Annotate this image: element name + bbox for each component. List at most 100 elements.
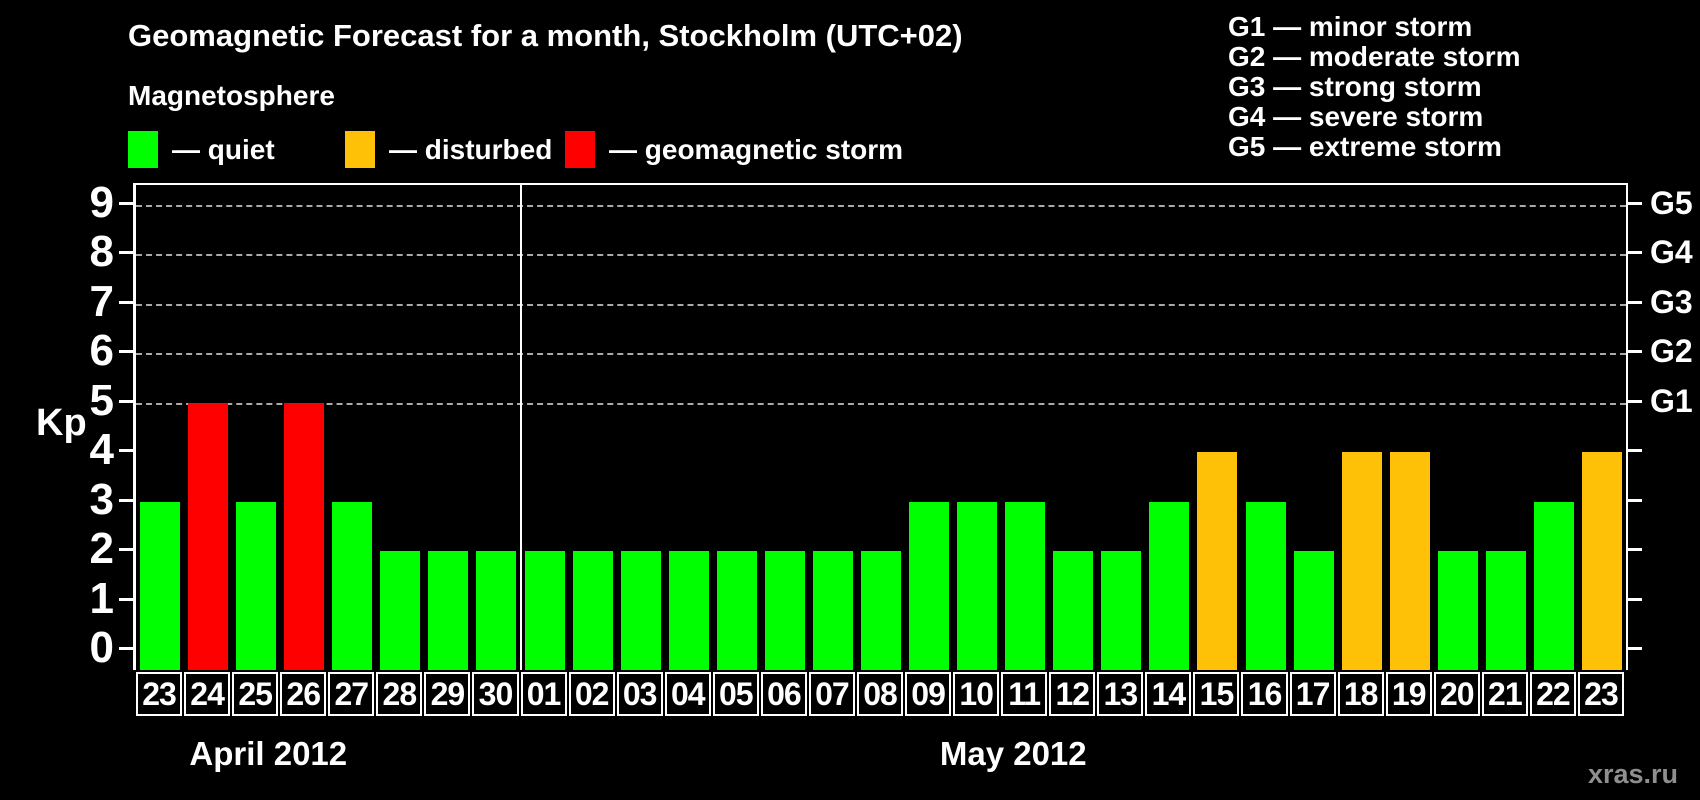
bar-may-08 (861, 551, 901, 670)
x-label-may-06: 06 (760, 672, 807, 716)
legend-item-disturbed: — disturbed (345, 131, 552, 168)
x-label-may-14: 14 (1145, 672, 1192, 716)
x-label-april-29: 29 (424, 672, 471, 716)
bar-may-09 (909, 501, 950, 670)
bar-april-24 (188, 402, 229, 670)
right-tick-kp3 (1628, 498, 1642, 502)
bar-april-29 (428, 551, 469, 670)
x-label-april-28: 28 (376, 672, 423, 716)
x-label-may-13: 13 (1097, 672, 1144, 716)
right-tick-kp6 (1628, 350, 1642, 353)
right-tick-kp4 (1628, 449, 1642, 452)
g-legend-line-4: G4 — severe storm (1228, 101, 1484, 132)
gridline-kp9 (136, 204, 1626, 207)
x-label-may-20: 20 (1433, 672, 1480, 716)
bar-may-16 (1245, 501, 1286, 670)
y-axis-label-5: 5 (89, 375, 114, 425)
x-label-april-23: 23 (136, 672, 183, 716)
bar-april-23 (140, 501, 181, 670)
x-label-april-25: 25 (232, 672, 279, 716)
bar-april-26 (284, 402, 325, 670)
x-label-may-07: 07 (808, 672, 855, 716)
right-tick-kp8 (1628, 251, 1642, 254)
g-scale-label-g2: G2 (1650, 333, 1693, 369)
y-axis-label-8: 8 (89, 227, 114, 276)
magnetosphere-label: Magnetosphere (128, 80, 335, 111)
x-label-may-22: 22 (1529, 672, 1576, 716)
legend-label-storm: — geomagnetic storm (609, 133, 904, 165)
bar-may-12 (1053, 551, 1094, 670)
x-label-may-11: 11 (1001, 672, 1048, 716)
y-axis-label-0: 0 (89, 623, 114, 672)
x-label-may-08: 08 (856, 672, 904, 716)
legend-label-quiet: — quiet (172, 133, 275, 165)
x-label-may-03: 03 (616, 672, 663, 716)
left-tick-kp0 (119, 647, 133, 650)
bar-may-01 (524, 551, 565, 670)
gridline-kp8 (136, 254, 1626, 256)
legend-item-storm: — geomagnetic storm (565, 131, 903, 168)
bar-may-23 (1581, 452, 1622, 670)
plot-area (133, 183, 1628, 670)
g-legend-line-5: G5 — extreme storm (1228, 131, 1502, 162)
legend-label-disturbed: — disturbed (389, 133, 553, 165)
right-tick-kp7 (1628, 300, 1642, 304)
y-axis-label-7: 7 (89, 276, 114, 326)
right-tick-kp1 (1628, 597, 1642, 601)
bar-may-17 (1293, 551, 1334, 670)
g-legend-line-1: G1 — minor storm (1228, 11, 1473, 42)
y-axis-label-4: 4 (89, 425, 114, 474)
bar-may-07 (812, 551, 853, 670)
month-label-april: April 2012 (189, 735, 348, 772)
right-tick-kp5 (1628, 399, 1642, 403)
left-tick-kp6 (119, 350, 133, 353)
left-tick-kp2 (119, 548, 133, 551)
bar-may-21 (1485, 551, 1526, 670)
bar-may-15 (1197, 452, 1238, 670)
bar-may-19 (1389, 452, 1430, 670)
x-label-may-15: 15 (1193, 672, 1240, 716)
left-tick-kp8 (119, 251, 133, 254)
left-tick-kp3 (119, 498, 133, 502)
x-label-may-21: 21 (1481, 672, 1528, 716)
bar-april-27 (332, 501, 373, 670)
y-axis-label-2: 2 (89, 524, 114, 573)
x-label-may-12: 12 (1049, 672, 1096, 716)
bar-may-22 (1533, 501, 1574, 670)
bar-may-10 (957, 501, 998, 670)
g-legend-line-2: G2 — moderate storm (1228, 41, 1521, 72)
x-label-may-17: 17 (1289, 672, 1336, 716)
y-axis-label-3: 3 (89, 474, 114, 524)
g-scale-label-g5: G5 (1650, 184, 1693, 221)
legend-item-quiet: — quiet (128, 131, 275, 168)
bar-may-02 (572, 551, 613, 670)
left-tick-kp4 (119, 449, 133, 452)
bar-may-13 (1101, 551, 1142, 670)
bar-may-11 (1005, 501, 1046, 670)
bar-may-03 (620, 551, 661, 670)
gridline-kp7 (136, 303, 1626, 306)
bar-may-18 (1341, 452, 1382, 670)
storm-color-swatch (565, 131, 595, 168)
y-axis-label-9: 9 (89, 177, 114, 227)
y-axis-label-6: 6 (89, 326, 114, 375)
bar-may-14 (1149, 501, 1190, 670)
bar-april-28 (380, 551, 421, 670)
x-label-april-27: 27 (328, 672, 375, 716)
left-tick-kp5 (119, 399, 133, 403)
chart-title: Geomagnetic Forecast for a month, Stockh… (128, 18, 963, 53)
g-scale-label-g3: G3 (1650, 283, 1693, 320)
bar-april-25 (236, 501, 277, 670)
x-label-april-26: 26 (280, 672, 327, 716)
month-label-may: May 2012 (939, 735, 1087, 772)
gridline-kp6 (136, 353, 1626, 355)
right-tick-kp0 (1628, 647, 1642, 650)
left-tick-kp7 (119, 300, 133, 304)
g-scale-label-g1: G1 (1650, 382, 1693, 419)
x-label-april-24: 24 (184, 672, 231, 716)
bar-may-05 (716, 551, 757, 670)
x-label-may-23: 23 (1577, 672, 1624, 716)
x-label-may-19: 19 (1385, 672, 1432, 716)
watermark: xras.ru (1587, 759, 1678, 789)
